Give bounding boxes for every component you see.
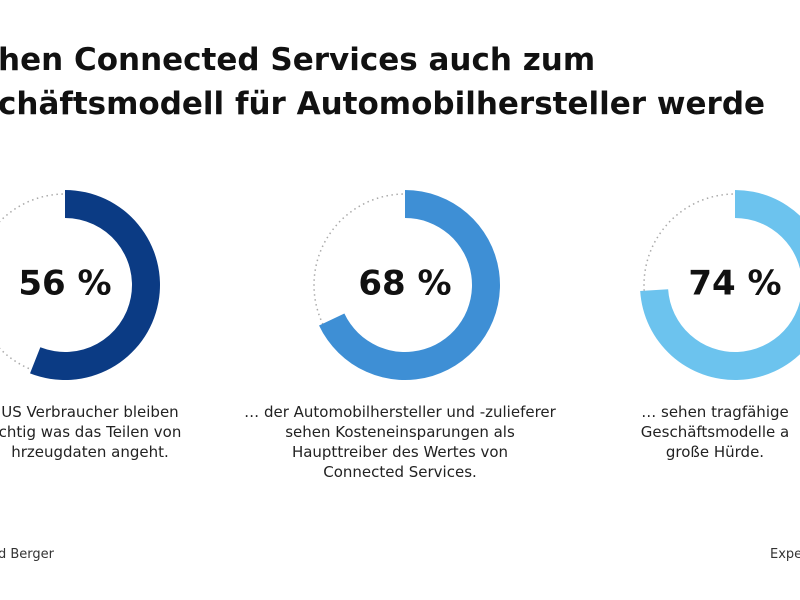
footer-source: d Berger xyxy=(0,547,55,562)
caption-line: große Hürde. xyxy=(666,443,764,461)
donut-segment xyxy=(640,190,800,380)
percent-label: 56 % xyxy=(18,264,111,304)
caption-line: Connected Services. xyxy=(323,463,477,481)
donut-segment xyxy=(319,190,500,380)
caption-line: chtig was das Teilen von xyxy=(0,423,181,441)
title-line: chäftsmodell für Automobilhersteller wer… xyxy=(0,86,765,122)
caption-line: … der Automobilhersteller und -zuliefere… xyxy=(244,403,556,421)
donut-segment xyxy=(30,190,160,380)
title-line: hen Connected Services auch zum xyxy=(0,42,595,78)
caption-line: US Verbraucher bleiben xyxy=(1,403,178,421)
caption-line: Haupttreiber des Wertes von xyxy=(292,443,508,461)
donut-track xyxy=(643,193,800,377)
caption-line: hrzeugdaten angeht. xyxy=(11,443,169,461)
footer-note: Expe xyxy=(770,547,800,562)
percent-label: 68 % xyxy=(358,264,451,304)
caption-line: … sehen tragfähige xyxy=(641,403,788,421)
caption-line: sehen Kosteneinsparungen als xyxy=(285,423,515,441)
percent-label: 74 % xyxy=(688,264,781,304)
caption-line: Geschäftsmodelle a xyxy=(641,423,789,441)
